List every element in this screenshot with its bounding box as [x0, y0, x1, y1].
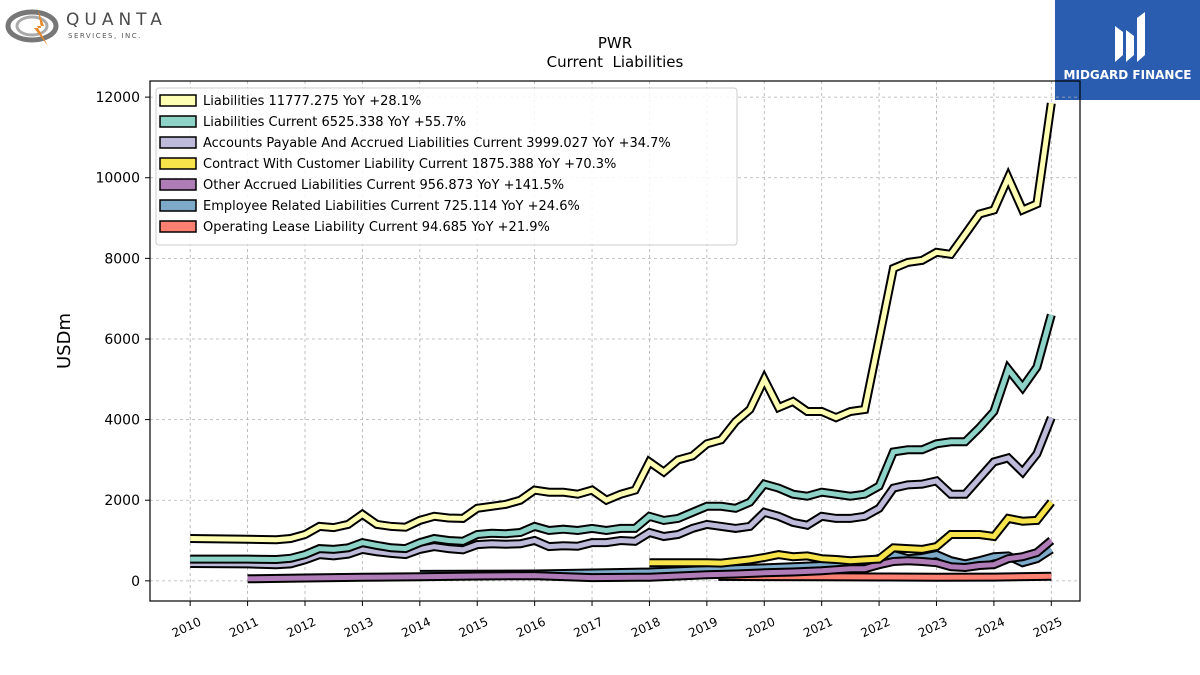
legend-swatch	[159, 178, 197, 191]
legend-label: Employee Related Liabilities Current 725…	[203, 199, 580, 214]
y-tick-label: 0	[131, 574, 140, 590]
x-tick-label: 2022	[859, 615, 893, 641]
quanta-swirl-icon	[5, 9, 59, 46]
x-tick-label: 2012	[285, 615, 319, 641]
x-tick-label: 2020	[744, 615, 778, 641]
series-line-fill	[190, 314, 1054, 563]
midgard-mark-icon	[1115, 12, 1145, 62]
legend-item: Liabilities Current 6525.338 YoY +55.7%	[159, 115, 466, 130]
y-axis-label: USDm	[54, 313, 75, 369]
y-tick-label: 4000	[104, 413, 140, 429]
legend-swatch	[159, 136, 197, 149]
legend-label: Liabilities Current 6525.338 YoY +55.7%	[203, 115, 466, 130]
y-tick-label: 12000	[95, 90, 140, 106]
legend-swatch	[159, 115, 197, 128]
company-name: QUANTA	[66, 10, 167, 30]
legend-item: Employee Related Liabilities Current 725…	[159, 199, 580, 214]
legend-swatch	[159, 157, 197, 170]
legend-swatch	[159, 220, 197, 233]
legend-item: Operating Lease Liability Current 94.685…	[159, 220, 550, 235]
x-tick-label: 2017	[572, 615, 606, 641]
series-line-fill	[649, 500, 1054, 566]
y-tick-label: 10000	[95, 171, 140, 187]
series-line	[649, 499, 1055, 568]
legend-label: Contract With Customer Liability Current…	[203, 157, 616, 172]
x-tick-label: 2025	[1031, 615, 1065, 641]
series-layer	[190, 102, 1056, 584]
x-tick-label: 2013	[342, 615, 376, 641]
plot-frame	[149, 80, 1081, 602]
sponsor-name: MIDGARD FINANCE	[1063, 68, 1192, 82]
x-tick-label: 2015	[457, 615, 491, 641]
x-tick-label: 2014	[399, 615, 433, 641]
series-line-fill	[190, 416, 1054, 568]
x-tick-label: 2021	[801, 615, 835, 641]
legend-swatch	[159, 94, 197, 107]
legend-label: Accounts Payable And Accrued Liabilities…	[203, 136, 671, 151]
quanta-logo: QUANTA SERVICES, INC.	[4, 4, 162, 48]
chart-title: PWR	[598, 34, 632, 52]
x-tick-label: 2011	[227, 615, 261, 641]
y-tick-label: 8000	[104, 251, 140, 267]
legend: Liabilities 11777.275 YoY +28.1% Liabilit…	[155, 87, 738, 246]
legend-item: Liabilities 11777.275 YoY +28.1%	[159, 94, 421, 109]
chart-subtitle: Current Liabilities	[547, 53, 684, 71]
series-line-fill	[190, 102, 1054, 543]
legend-item: Contract With Customer Liability Current…	[159, 157, 616, 172]
series-line	[190, 313, 1056, 565]
x-tick-label: 2018	[629, 615, 663, 641]
legend-item: Other Accrued Liabilities Current 956.87…	[159, 178, 564, 193]
x-tick-label: 2010	[170, 615, 204, 641]
series-line-fill	[247, 538, 1053, 582]
series-line	[190, 415, 1056, 570]
legend-label: Liabilities 11777.275 YoY +28.1%	[203, 94, 421, 109]
series-line	[190, 102, 1056, 545]
legend-label: Operating Lease Liability Current 94.685…	[203, 220, 550, 235]
sponsor-logo: MIDGARD FINANCE	[1055, 0, 1200, 100]
x-tick-label: 2016	[514, 615, 548, 641]
legend-item: Accounts Payable And Accrued Liabilities…	[159, 136, 671, 151]
x-tick-label: 2024	[973, 615, 1007, 641]
x-tick-label: 2019	[686, 615, 720, 641]
legend-box	[155, 87, 738, 246]
y-tick-label: 6000	[104, 332, 140, 348]
legend-label: Other Accrued Liabilities Current 956.87…	[203, 178, 564, 193]
x-tick-label: 2023	[916, 615, 950, 641]
series-line	[247, 537, 1055, 584]
company-sub: SERVICES, INC.	[68, 32, 142, 40]
y-tick-label: 2000	[104, 493, 140, 509]
legend-swatch	[159, 199, 197, 212]
